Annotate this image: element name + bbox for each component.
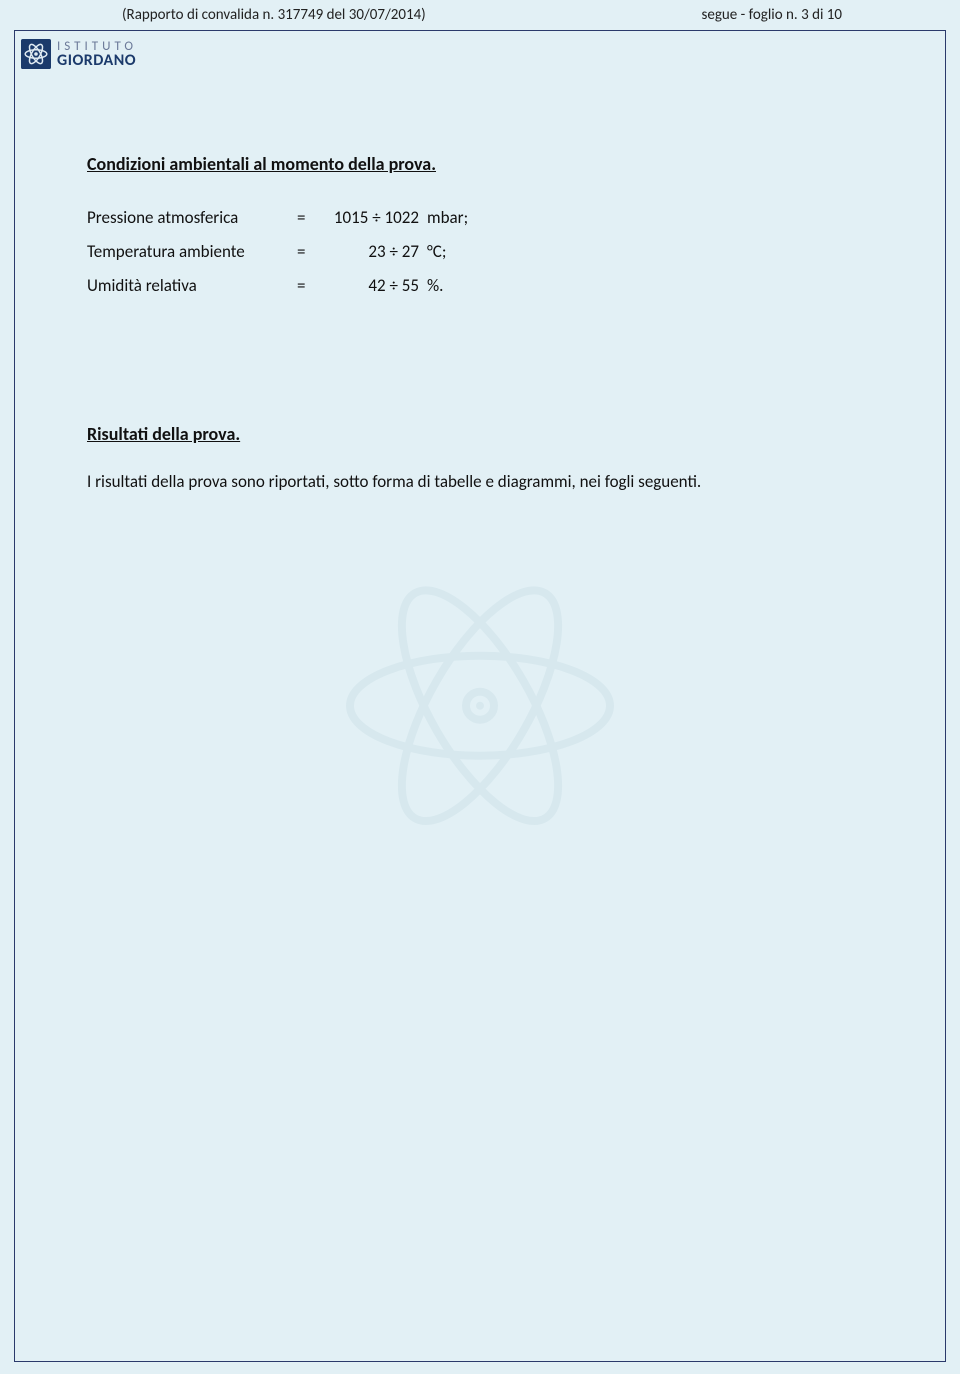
table-row: Umidità relativa = 42 ÷ 55 %. bbox=[87, 269, 877, 303]
watermark-atom-icon bbox=[330, 556, 630, 861]
section-results: Risultati della prova. I risultati della… bbox=[87, 423, 877, 492]
logo-text: ISTITUTO GIORDANO bbox=[57, 40, 137, 69]
cond-value: 42 ÷ 55 bbox=[317, 269, 427, 303]
cond-label: Umidità relativa bbox=[87, 269, 297, 303]
header-right: segue - foglio n. 3 di 10 bbox=[701, 6, 842, 24]
section-heading-results: Risultati della prova. bbox=[87, 423, 877, 445]
cond-eq: = bbox=[297, 235, 317, 269]
atom-logo-icon bbox=[21, 39, 51, 69]
body: Condizioni ambientali al momento della p… bbox=[87, 153, 877, 492]
cond-label: Temperatura ambiente bbox=[87, 235, 297, 269]
cond-unit: mbar; bbox=[427, 201, 487, 235]
table-row: Pressione atmosferica = 1015 ÷ 1022 mbar… bbox=[87, 201, 877, 235]
content-frame: ISTITUTO GIORDANO Condizioni ambientali … bbox=[14, 30, 946, 1362]
section-heading-conditions: Condizioni ambientali al momento della p… bbox=[87, 153, 877, 175]
header-left: (Rapporto di convalida n. 317749 del 30/… bbox=[122, 6, 426, 24]
table-row: Temperatura ambiente = 23 ÷ 27 °C; bbox=[87, 235, 877, 269]
logo-line2: GIORDANO bbox=[57, 53, 137, 69]
cond-label: Pressione atmosferica bbox=[87, 201, 297, 235]
cond-unit: °C; bbox=[427, 235, 487, 269]
page: (Rapporto di convalida n. 317749 del 30/… bbox=[0, 0, 960, 1374]
results-paragraph: I risultati della prova sono riportati, … bbox=[87, 471, 877, 492]
conditions-table: Pressione atmosferica = 1015 ÷ 1022 mbar… bbox=[87, 201, 877, 303]
cond-value: 23 ÷ 27 bbox=[317, 235, 427, 269]
cond-value: 1015 ÷ 1022 bbox=[317, 201, 427, 235]
logo: ISTITUTO GIORDANO bbox=[21, 39, 137, 69]
cond-unit: %. bbox=[427, 269, 487, 303]
cond-eq: = bbox=[297, 201, 317, 235]
page-header: (Rapporto di convalida n. 317749 del 30/… bbox=[0, 0, 960, 28]
cond-eq: = bbox=[297, 269, 317, 303]
